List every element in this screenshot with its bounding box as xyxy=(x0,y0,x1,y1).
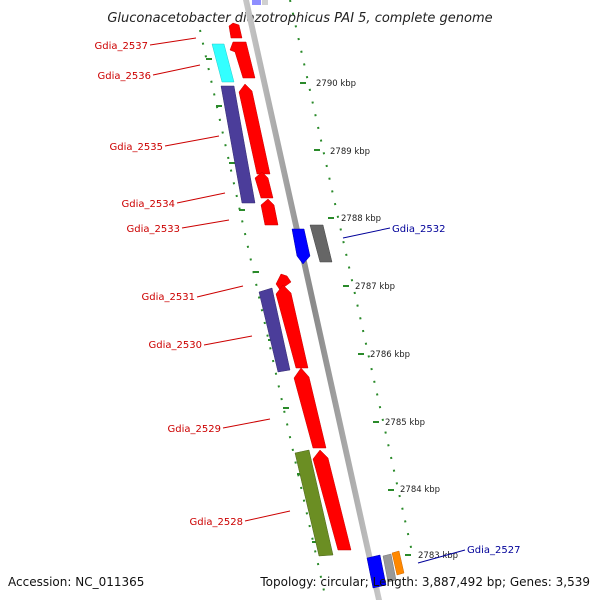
gene-label-gdia-2537[interactable]: Gdia_2537 xyxy=(95,41,148,52)
gene-arrow-gdia-2527[interactable] xyxy=(391,550,405,576)
gene-label-gdia-2530[interactable]: Gdia_2530 xyxy=(149,340,202,351)
gene-arrow-gdia-2531[interactable] xyxy=(275,273,292,291)
gene-arrow-gdia-2527-blue[interactable] xyxy=(366,554,387,589)
gene-arrow-gdia-2533[interactable] xyxy=(260,198,279,226)
gene-arrow-gdia-2534[interactable] xyxy=(254,171,274,199)
gene-labels: Gdia_2537 Gdia_2536 Gdia_2535 Gdia_2534 … xyxy=(95,41,521,556)
gene-label-gdia-2532[interactable]: Gdia_2532 xyxy=(392,224,445,235)
tick-label: 2783 kbp xyxy=(418,551,458,561)
tick-label: 2785 kbp xyxy=(385,418,425,428)
genome-backbone xyxy=(243,0,382,600)
gene-arrow-gdia-2532-grey[interactable] xyxy=(309,224,333,263)
gene-arrow-gdia-2536[interactable] xyxy=(211,43,235,83)
tick-label: 2790 kbp xyxy=(316,79,356,89)
gene-arrow-gdia-2535-red[interactable] xyxy=(238,83,271,175)
map-title: Gluconacetobacter diazotrophicus PAI 5, … xyxy=(107,11,492,26)
gene-arrow-gdia-2535[interactable] xyxy=(220,85,256,204)
tick-label: 2788 kbp xyxy=(341,214,381,224)
gene-arrow-gdia-2530-red[interactable] xyxy=(275,284,309,369)
gene-label-gdia-2535[interactable]: Gdia_2535 xyxy=(110,142,163,153)
accession-label: Accession: NC_011365 xyxy=(8,575,144,589)
gene-label-gdia-2528[interactable]: Gdia_2528 xyxy=(190,517,243,528)
gene-label-gdia-2529[interactable]: Gdia_2529 xyxy=(168,424,221,435)
callout-lines xyxy=(149,37,466,564)
tick-label: 2787 kbp xyxy=(355,282,395,292)
genome-summary: Topology: circular; Length: 3,887,492 bp… xyxy=(259,575,590,589)
tick-label: 2789 kbp xyxy=(330,147,370,157)
gene-arrow-gdia-2530[interactable] xyxy=(258,287,291,373)
gene-label-gdia-2533[interactable]: Gdia_2533 xyxy=(127,224,180,235)
gene-arrow-gdia-2532[interactable] xyxy=(291,228,311,265)
gene-label-gdia-2531[interactable]: Gdia_2531 xyxy=(142,292,195,303)
gene-arrow-gdia-2529[interactable] xyxy=(293,367,327,449)
gene-arrow-gdia-2528-red[interactable] xyxy=(312,449,352,551)
gene-label-gdia-2536[interactable]: Gdia_2536 xyxy=(98,71,151,82)
gene-arrow-gdia-2537[interactable] xyxy=(228,22,243,39)
tick-labels: 2790 kbp 2789 kbp 2788 kbp 2787 kbp 2786… xyxy=(316,79,458,561)
tick-label: 2786 kbp xyxy=(370,350,410,360)
clipped-top-features xyxy=(252,0,268,5)
gene-arrow-gdia-2527-grey[interactable] xyxy=(382,553,397,583)
tick-label: 2784 kbp xyxy=(400,485,440,495)
gene-label-gdia-2527[interactable]: Gdia_2527 xyxy=(467,545,520,556)
gene-arrow-gdia-2528[interactable] xyxy=(294,449,334,557)
gene-label-gdia-2534[interactable]: Gdia_2534 xyxy=(122,199,175,210)
tick-dotted-line-left xyxy=(199,29,327,600)
gene-arrow-gdia-2536-red[interactable] xyxy=(229,41,256,79)
